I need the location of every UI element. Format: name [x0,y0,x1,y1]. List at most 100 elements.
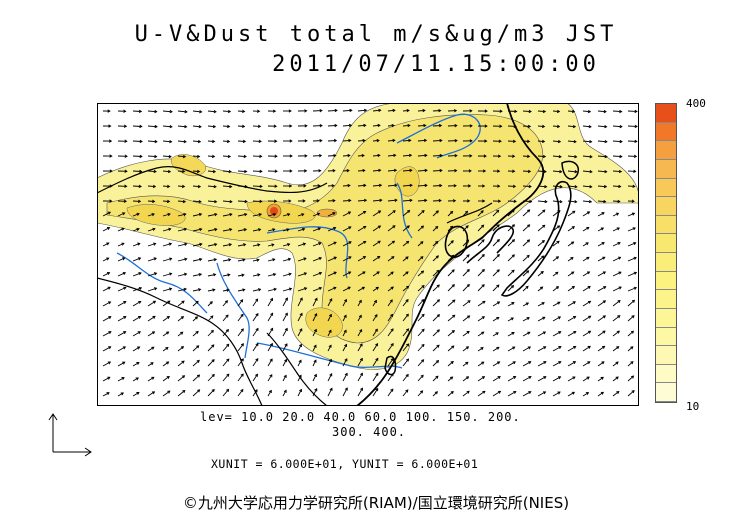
colorbar-segment [656,234,676,253]
wind-arrowhead [556,240,560,244]
wind-arrowhead [603,199,607,204]
wind-arrowhead [139,139,143,144]
wind-arrowhead [634,139,638,144]
wind-arrowhead [468,169,472,173]
wind-arrow [447,240,454,247]
wind-arrowhead [359,343,363,347]
wind-arrow [537,140,545,143]
wind-arrowhead [317,227,322,231]
wind-arrowhead [512,361,516,365]
wind-arrowhead [467,184,472,188]
wind-arrow [222,125,230,128]
wind-arrowhead [108,331,112,335]
wind-arrowhead [439,153,443,158]
wind-arrow [252,374,258,382]
wind-arrowhead [331,184,335,188]
wind-arrow [207,301,213,307]
wind-arrow [327,227,336,232]
wind-arrow [582,346,591,352]
wind-arrowhead [390,388,394,392]
wind-arrowhead [619,109,623,114]
wind-arrowhead [496,346,500,350]
wind-arrowhead [497,199,502,203]
wind-arrow [117,242,125,247]
wind-arrow [207,273,216,277]
wind-arrowhead [571,285,576,289]
wind-arrowhead [439,138,443,143]
wind-arrow [237,155,247,158]
wind-arrowhead [574,155,578,159]
wind-arrowhead [274,184,278,188]
wind-arrow [147,243,156,247]
wind-arrowhead [169,257,173,261]
wind-arrow [312,227,321,232]
wind-arrowhead [169,124,173,129]
wind-arrowhead [363,123,367,128]
coastline [561,160,579,180]
wind-arrow [522,209,530,217]
wind-arrowhead [496,284,500,288]
wind-arrowhead [557,210,561,214]
wind-arrow [402,210,410,217]
wind-arrowhead [211,344,215,348]
wind-arrowhead [318,154,323,158]
wind-arrowhead [589,170,593,174]
wind-arrowhead [405,271,409,275]
wind-arrow [117,257,125,262]
wind-arrowhead [377,256,381,259]
wind-arrowhead [328,329,332,333]
wind-arrowhead [197,288,202,292]
wind-arrowhead [529,199,533,204]
wind-arrow [162,200,170,203]
wind-arrow [402,199,412,202]
wind-arrow [507,239,515,247]
wind-arrowhead [420,256,424,260]
wind-arrowhead [513,390,517,394]
wind-arrow [132,170,142,172]
wind-arrowhead [226,139,231,144]
wind-arrowhead [421,298,425,303]
wind-arrow [417,184,427,187]
wind-arrow [387,388,394,397]
wind-arrowhead [169,272,173,276]
wind-arrow [492,301,500,307]
wind-arrowhead [511,154,516,158]
wind-arrowhead [181,375,186,379]
wind-arrow [132,346,140,352]
wind-arrowhead [244,212,248,217]
wind-arrow [207,140,215,143]
wind-arrowhead [269,374,273,378]
wind-arrow [207,330,214,337]
wind-arrow [507,269,515,277]
wind-arrow [492,224,500,232]
wind-arrow [192,110,202,113]
wind-arrowhead [497,361,501,365]
wind-arrow [582,315,591,322]
wind-arrow [402,139,411,142]
wind-arrowhead [139,169,143,174]
wind-arrow [627,242,636,247]
wind-arrow [402,358,409,367]
wind-arrowhead [212,124,217,129]
wind-arrowhead [318,271,323,275]
wind-arrowhead [409,198,413,203]
wind-arrowhead [451,345,455,349]
wind-arrow [537,170,547,173]
wind-arrowhead [511,239,516,243]
river [396,113,481,159]
wind-arrow [102,227,110,232]
wind-arrow [342,330,347,337]
wind-arrow [432,375,439,382]
wind-arrowhead [484,139,488,143]
wind-arrowhead [332,169,336,173]
wind-arrow [627,330,634,337]
wind-arrowhead [229,212,233,217]
wind-arrow [252,244,260,247]
wind-arrow [147,185,156,188]
wind-arrow [567,185,577,188]
wind-arrowhead [496,238,500,243]
wind-arrowhead [151,331,156,335]
wind-arrowhead [227,154,232,159]
wind-arrowhead [241,273,245,277]
wind-arrowhead [314,313,318,317]
